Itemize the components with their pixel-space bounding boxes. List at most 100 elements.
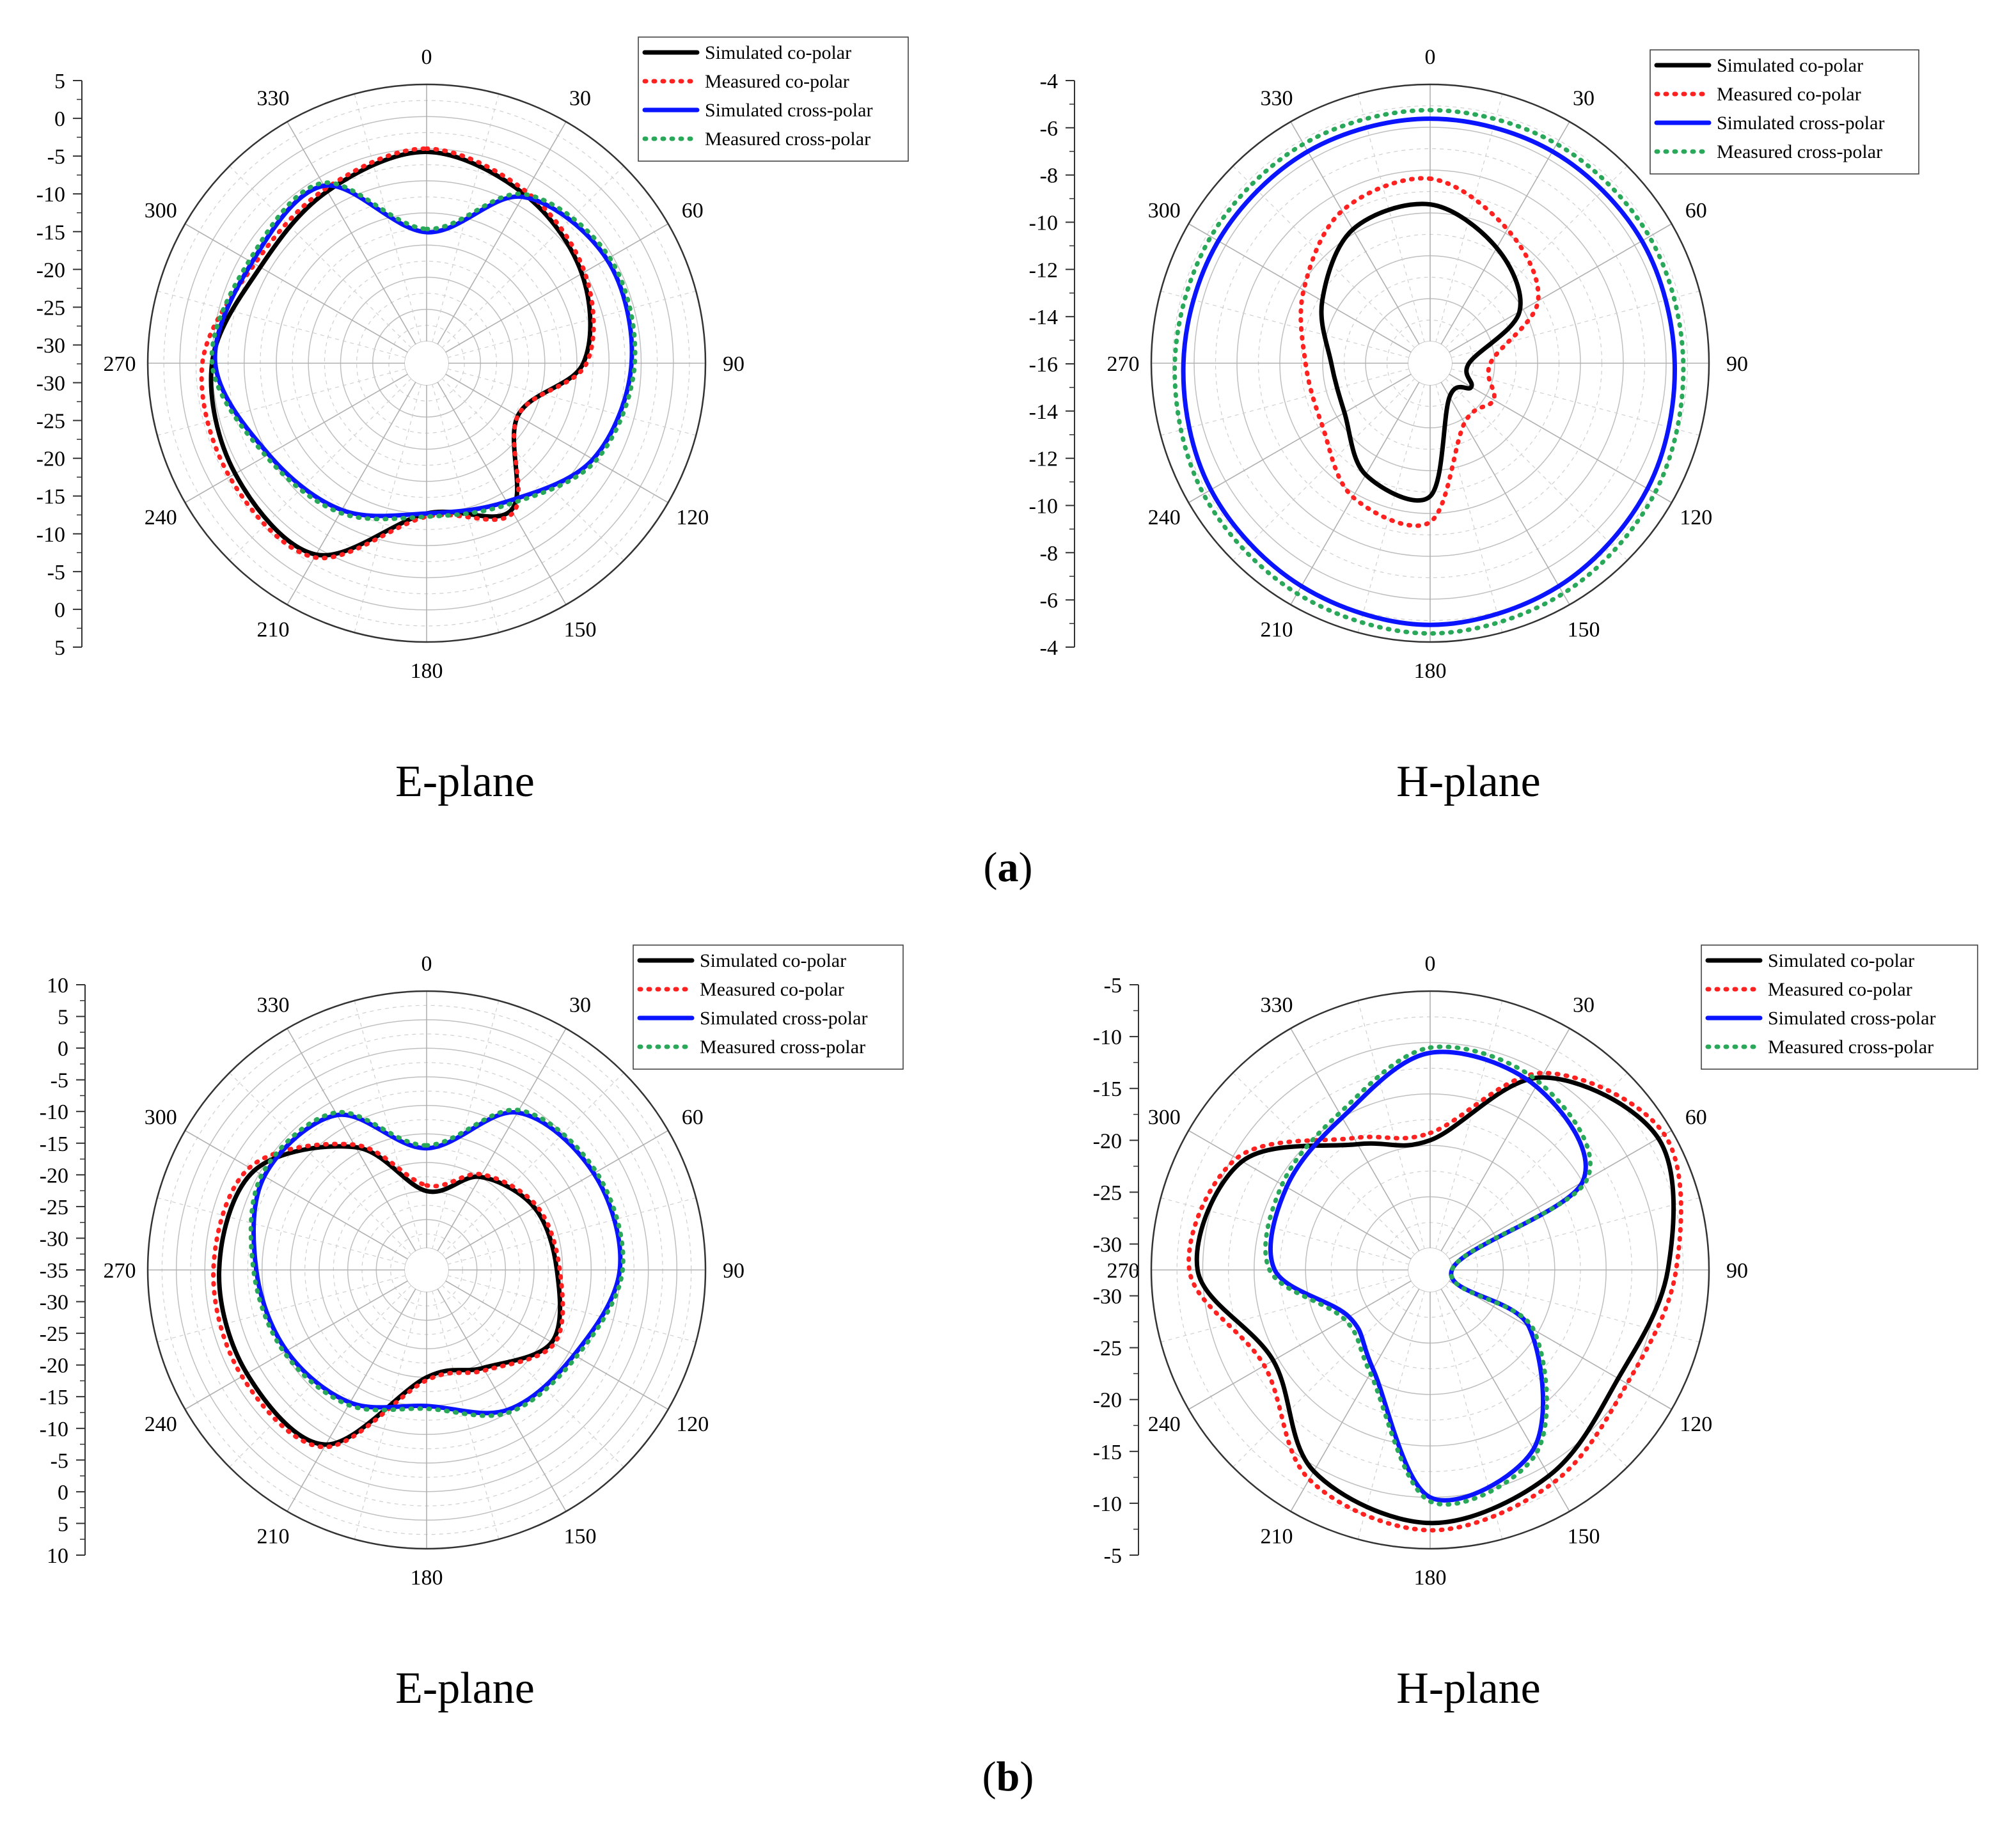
angle-tick-label: 240 — [1148, 506, 1181, 529]
radial-tick-label: -14 — [1029, 400, 1058, 424]
polar-chart-a-e-plane: 0 30 60 90 120 150 180 210 240 270 300 330 5 0 -5 -10 -1… — [36, 36, 909, 806]
radial-tick-label: -15 — [1093, 1441, 1122, 1464]
grid-spoke — [1188, 1130, 1412, 1260]
radial-tick-label: -5 — [47, 145, 65, 169]
radial-tick-label: 5 — [54, 636, 65, 660]
grid-spoke-minor — [1445, 1072, 1628, 1255]
angle-tick-label: 240 — [145, 1413, 177, 1436]
angle-tick-label: 180 — [1414, 659, 1447, 683]
angle-tick-label: 60 — [1685, 1106, 1707, 1129]
angle-tick-label: 210 — [257, 1525, 290, 1549]
angle-tick-label: 270 — [104, 352, 136, 376]
series-line-measured-cross-polar — [209, 180, 638, 522]
radial-tick-label: -20 — [40, 1164, 68, 1187]
polar-outer-ring — [146, 990, 707, 1550]
angle-tick-label: 30 — [1573, 86, 1595, 110]
legend-box — [633, 944, 904, 1070]
angle-tick-label: 240 — [145, 506, 177, 529]
polar-chart-b-h-plane: 0306090120150180210240270300330-5-10-15-… — [1093, 944, 1978, 1713]
legend-label-simulated-cross-polar: Simulated cross-polar — [705, 100, 872, 121]
angle-tick-label: 330 — [257, 86, 290, 110]
legend-label-simulated-co-polar: Simulated co-polar — [1717, 55, 1863, 76]
radial-axis: -4 -6 -8 -10 -12 -14 -16 -14 -12 -10 -8 -6 -4 — [1029, 70, 1075, 660]
grid-spoke — [1290, 1028, 1420, 1251]
radial-tick-label: -25 — [36, 296, 65, 320]
grid-spoke — [437, 1028, 567, 1251]
grid-spoke — [437, 382, 567, 605]
angle-tick-label: 90 — [723, 1259, 744, 1283]
grid-spoke — [1440, 1028, 1570, 1251]
radial-tick-label: -25 — [1093, 1337, 1122, 1361]
radial-axis: -5 -10 -15 -20 -25 -30 -30 -25 -20 -15 -10 -5 — [1093, 974, 1139, 1568]
grid-spoke — [185, 373, 408, 503]
legend: Simulated co-polar Measured co-polar Simul… — [1701, 944, 1978, 1070]
grid-spoke — [1440, 382, 1570, 605]
radial-tick-label: -25 — [36, 410, 65, 434]
grid-spoke — [1448, 373, 1673, 503]
series-line-measured-cross-polar — [1263, 1044, 1593, 1507]
grid-spoke-minor — [157, 1275, 406, 1343]
angle-tick-label: 60 — [1685, 199, 1707, 223]
series-line-simulated-cross-polar — [212, 183, 634, 519]
radial-tick-label: 5 — [54, 70, 65, 93]
radial-tick-label: -20 — [1093, 1129, 1122, 1153]
grid-spoke — [1188, 1280, 1412, 1410]
angle-tick-label: 150 — [564, 1525, 597, 1549]
radial-tick-label: -20 — [40, 1354, 68, 1378]
angle-tick-label: 30 — [569, 993, 591, 1017]
radial-axis: 10 5 0 -5 -10 -15 -20 -25 -30 -35 -30 -25 -20 -15 -10 -… — [40, 974, 86, 1568]
grid-spoke — [1440, 121, 1570, 345]
radial-tick-label: -30 — [1093, 1285, 1122, 1309]
radial-tick-label: -25 — [40, 1322, 68, 1346]
angle-tick-label: 90 — [1726, 352, 1748, 376]
radial-tick-label: -20 — [36, 258, 65, 282]
angle-tick-label: 150 — [1568, 618, 1600, 642]
radial-tick-label: -10 — [1029, 495, 1058, 519]
radial-tick-label: 0 — [58, 1037, 68, 1061]
angle-tick-label: 240 — [1148, 1413, 1181, 1436]
angle-tick-label: 270 — [1107, 1259, 1140, 1283]
angle-tick-label: 30 — [569, 86, 591, 110]
radial-tick-label: -8 — [1040, 164, 1058, 188]
series-line-measured-co-polar — [1186, 1070, 1683, 1533]
angle-tick-label: 180 — [411, 1566, 443, 1590]
legend-label-simulated-cross-polar: Simulated cross-polar — [1717, 113, 1884, 134]
polar-center-hole — [1408, 1248, 1452, 1292]
angle-tick-label: 210 — [257, 618, 290, 642]
angle-tick-label: 150 — [1568, 1525, 1600, 1549]
radial-tick-label: -5 — [1104, 1544, 1122, 1568]
grid-spoke — [287, 382, 416, 605]
legend-label-simulated-cross-polar: Simulated cross-polar — [700, 1008, 867, 1029]
grid-spoke — [445, 373, 668, 503]
angle-tick-label: 0 — [421, 45, 432, 69]
polar-grid — [1151, 990, 1710, 1549]
radial-tick-label: -12 — [1029, 258, 1058, 282]
panel-label-a: (a) — [984, 844, 1033, 891]
angle-tick-label: 300 — [1148, 199, 1181, 223]
radial-tick-label: -5 — [1104, 974, 1122, 998]
radial-tick-label: -25 — [40, 1196, 68, 1219]
radial-tick-label: -35 — [40, 1259, 68, 1283]
chart-title: H-plane — [1396, 757, 1540, 806]
polar-chart-b-e-plane: 0 30 60 90 120 150 180 210 240 270 300 330 10 5 0 -5 -10… — [40, 944, 904, 1713]
angle-tick-label: 150 — [564, 618, 597, 642]
angle-tick-label: 60 — [682, 199, 704, 223]
radial-tick-label: -20 — [1093, 1389, 1122, 1413]
angle-tick-label: 0 — [1425, 952, 1436, 976]
grid-spoke — [1290, 121, 1420, 345]
radial-tick-label: -8 — [1040, 542, 1058, 565]
radial-tick-label: 0 — [58, 1481, 68, 1505]
grid-spoke — [185, 1280, 408, 1410]
radial-tick-label: -30 — [40, 1291, 68, 1315]
radial-tick-label: -30 — [40, 1227, 68, 1251]
grid-spoke — [185, 1130, 408, 1260]
grid-spoke-minor — [1451, 1197, 1700, 1265]
legend-label-measured-co-polar: Measured co-polar — [705, 71, 849, 92]
angle-tick-label: 300 — [145, 1106, 177, 1129]
legend-label-measured-co-polar: Measured co-polar — [1768, 979, 1912, 1000]
radial-axis: 5 0 -5 -10 -15 -20 -25 -30 -30 -25 -20 -15 -10 -5 0 5 — [36, 70, 83, 660]
radial-tick-label: -15 — [40, 1386, 68, 1409]
series-line-simulated-co-polar — [1319, 201, 1523, 503]
radial-tick-label: 10 — [47, 974, 68, 998]
radial-tick-label: 5 — [58, 1512, 68, 1536]
